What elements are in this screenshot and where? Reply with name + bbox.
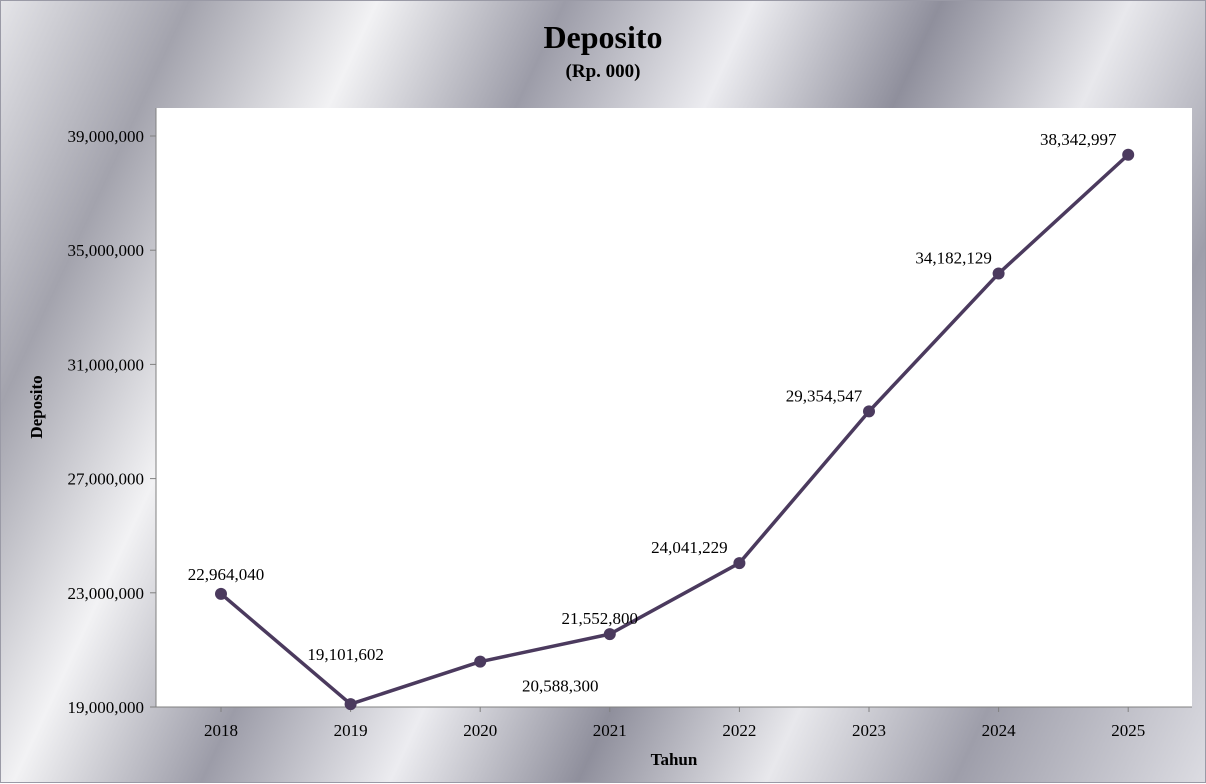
data-label: 38,342,997 <box>1040 130 1117 149</box>
data-label: 34,182,129 <box>915 249 992 268</box>
y-tick-label: 19,000,000 <box>68 698 145 717</box>
data-label: 21,552,800 <box>562 609 639 628</box>
data-point <box>863 405 875 418</box>
data-label: 22,964,040 <box>188 565 265 584</box>
x-tick-label: 2024 <box>982 721 1017 740</box>
x-tick-label: 2021 <box>593 721 627 740</box>
y-tick-label: 23,000,000 <box>68 584 145 603</box>
data-label: 20,588,300 <box>522 677 599 696</box>
data-label: 19,101,602 <box>307 645 384 664</box>
chart-title: Deposito <box>543 19 663 55</box>
data-point <box>603 628 616 641</box>
data-point <box>344 698 357 711</box>
x-tick-label: 2020 <box>463 721 497 740</box>
y-tick-label: 31,000,000 <box>68 355 145 374</box>
series-line <box>219 153 1130 706</box>
y-tick-label: 27,000,000 <box>68 470 145 489</box>
chart-subtitle: (Rp. 000) <box>565 61 641 82</box>
x-tick-label: 2019 <box>334 721 368 740</box>
y-tick-label: 39,000,000 <box>68 127 145 146</box>
x-tick-label: 2018 <box>204 721 238 740</box>
data-point <box>215 587 227 600</box>
y-axis-title: Deposito <box>27 375 46 438</box>
data-label: 29,354,547 <box>786 386 863 405</box>
x-axis-title: Tahun <box>651 750 698 769</box>
plot-area <box>156 108 1192 707</box>
x-tick-label: 2025 <box>1111 721 1145 740</box>
data-point <box>474 655 487 668</box>
data-point <box>992 267 1005 280</box>
data-point <box>1122 148 1135 161</box>
data-label: 24,041,229 <box>651 538 728 557</box>
x-tick-label: 2023 <box>852 721 886 740</box>
y-tick-label: 35,000,000 <box>68 241 145 260</box>
data-point <box>733 557 746 570</box>
x-tick-label: 2022 <box>722 721 756 740</box>
